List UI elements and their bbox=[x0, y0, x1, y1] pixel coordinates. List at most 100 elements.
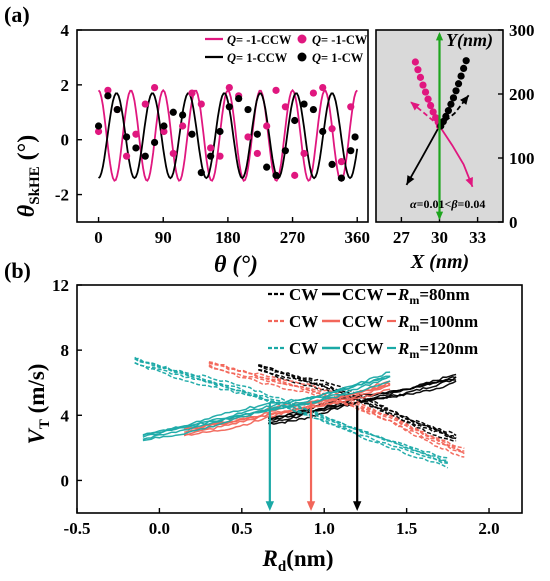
chart-c-ylabel: VT (m/s) bbox=[24, 364, 53, 445]
chart-trajectory: 27 30 33 0 100 200 300 bbox=[375, 21, 535, 247]
data-point bbox=[328, 160, 336, 168]
legend-dot bbox=[297, 34, 307, 44]
legend-label: Q= -1-CW bbox=[312, 33, 368, 47]
trajectory-point bbox=[454, 80, 463, 88]
data-point bbox=[132, 144, 140, 152]
legend-text: = 1-CW bbox=[321, 51, 364, 65]
x-tick-label: 90 bbox=[155, 228, 172, 247]
rd-arrowhead bbox=[306, 501, 316, 511]
x-tick-label: 27 bbox=[393, 228, 411, 247]
chart-a-ylabel-main: θ bbox=[14, 204, 40, 217]
x-tick-label: 360 bbox=[344, 228, 370, 247]
chart-c-ylabel-sub: T bbox=[37, 419, 53, 429]
legend-ccw: CCW bbox=[342, 339, 384, 358]
legend-label: Q= 1-CCW bbox=[227, 51, 288, 65]
data-point bbox=[216, 152, 224, 160]
velocity-trace bbox=[208, 361, 465, 450]
trajectory-point bbox=[411, 58, 419, 66]
legend-text: = -1-CCW bbox=[236, 33, 292, 47]
data-point bbox=[291, 116, 299, 125]
x-tick-label: 270 bbox=[280, 228, 306, 247]
trajectory-point bbox=[416, 73, 425, 81]
data-point bbox=[169, 108, 177, 116]
chart-b-annotation: α=0.01<β=0.04 bbox=[410, 197, 485, 211]
data-point bbox=[94, 122, 103, 130]
trajectory-point bbox=[421, 88, 430, 96]
data-point bbox=[197, 169, 205, 177]
data-point bbox=[160, 122, 168, 130]
trajectory-arrowhead bbox=[406, 175, 415, 185]
legend-text: = 1-CCW bbox=[236, 51, 288, 65]
x-tick-label: 0.5 bbox=[231, 519, 252, 538]
trajectory-line bbox=[438, 125, 474, 188]
data-point bbox=[179, 122, 187, 130]
data-point bbox=[300, 149, 308, 158]
data-point bbox=[207, 144, 215, 152]
x-tick-label: 1.5 bbox=[396, 519, 417, 538]
plot-frame bbox=[76, 284, 523, 514]
trajectory-arrowhead bbox=[460, 95, 469, 105]
chart-c-ylabel-main: V bbox=[24, 427, 49, 444]
trajectory-line bbox=[409, 101, 441, 127]
data-point bbox=[122, 133, 131, 141]
velocity-trace bbox=[142, 375, 391, 441]
y-tick-label: 0 bbox=[61, 131, 70, 150]
y-tick-label: 2 bbox=[61, 76, 70, 95]
data-point bbox=[225, 103, 233, 111]
legend-rm: Rm=80nm bbox=[397, 285, 470, 307]
x-tick-label: 33 bbox=[469, 228, 486, 247]
data-point bbox=[141, 100, 149, 108]
data-point bbox=[104, 92, 112, 100]
data-point bbox=[141, 152, 149, 160]
data-point bbox=[244, 133, 252, 141]
trajectory-arrowhead bbox=[410, 101, 420, 111]
trajectory-point bbox=[447, 100, 455, 108]
data-point bbox=[337, 174, 346, 182]
y-tick-label: 12 bbox=[52, 276, 69, 295]
legend-rm-symbol: R bbox=[397, 285, 409, 304]
chart-a-xlabel: θ (°) bbox=[214, 252, 258, 278]
series-line bbox=[97, 92, 359, 180]
data-point bbox=[300, 100, 308, 108]
y-tick-label: 200 bbox=[509, 85, 535, 104]
trajectory-point bbox=[419, 81, 427, 89]
data-point bbox=[104, 86, 112, 94]
data-point bbox=[309, 89, 317, 97]
legend-rm-symbol: R bbox=[397, 312, 409, 331]
data-point bbox=[179, 111, 187, 119]
chart-c-xlabel-sub: d bbox=[278, 559, 287, 575]
data-point bbox=[272, 86, 280, 94]
trajectory-point bbox=[429, 108, 437, 116]
data-point bbox=[216, 127, 224, 136]
y-tick-label: 8 bbox=[61, 341, 70, 360]
data-point bbox=[225, 84, 233, 92]
annotation-beta: β bbox=[450, 197, 458, 211]
data-point bbox=[188, 89, 196, 97]
legend-rm-value: =120nm bbox=[419, 339, 478, 358]
data-point bbox=[188, 130, 196, 138]
data-point bbox=[291, 171, 299, 179]
data-point bbox=[281, 103, 289, 111]
trajectory-point bbox=[462, 57, 470, 65]
data-point bbox=[328, 125, 336, 133]
chart-c-xlabel-main: R bbox=[262, 546, 278, 571]
data-point bbox=[351, 133, 359, 141]
legend-q: Q bbox=[227, 33, 236, 47]
data-point bbox=[337, 158, 346, 166]
chart-c-xlabel: Rd(nm) bbox=[262, 546, 334, 575]
data-point bbox=[235, 94, 243, 103]
velocity-trace bbox=[134, 358, 449, 464]
data-point bbox=[151, 84, 159, 92]
data-point bbox=[207, 152, 215, 160]
legend-label: Q= -1-CCW bbox=[227, 33, 292, 47]
legend-q: Q bbox=[312, 51, 321, 65]
data-point bbox=[272, 171, 280, 179]
velocity-trace bbox=[208, 365, 465, 458]
trajectory-point bbox=[444, 107, 452, 115]
legend-rm-sub: m bbox=[409, 320, 419, 334]
green-arrow-down bbox=[435, 211, 444, 220]
rd-arrowhead bbox=[352, 501, 362, 511]
data-point bbox=[253, 149, 261, 158]
legend-text: = -1-CW bbox=[321, 33, 368, 47]
trajectory-line bbox=[405, 125, 441, 186]
